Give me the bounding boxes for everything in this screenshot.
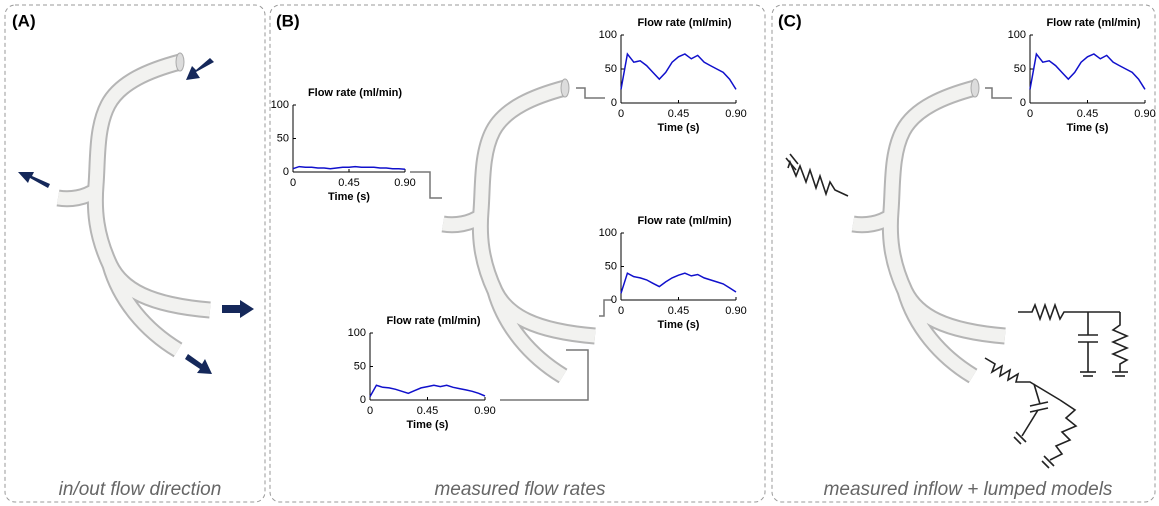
- panel-border: [771, 4, 1156, 503]
- y-tick-label: 0: [360, 394, 366, 406]
- connectors: [410, 87, 1012, 401]
- chart-title: Flow rate (ml/min): [1046, 17, 1140, 29]
- x-tick-label: 0.45: [668, 305, 689, 317]
- x-axis-label: Time (s): [328, 191, 370, 203]
- x-tick-label: 0.90: [725, 305, 746, 317]
- x-axis-label: Time (s): [658, 319, 700, 331]
- y-tick-label: 50: [354, 360, 366, 372]
- vessel: [443, 79, 595, 376]
- flow-curve: [1029, 52, 1146, 90]
- x-tick-label: 0: [618, 108, 624, 120]
- chart-title: Flow rate (ml/min): [386, 315, 480, 327]
- panel-label: (A): [12, 11, 36, 30]
- panel-label: (B): [276, 11, 300, 30]
- flow-curve: [292, 165, 406, 171]
- x-axis-label: Time (s): [1067, 122, 1109, 134]
- caption: measured flow rates: [434, 479, 606, 500]
- x-tick-label: 0.90: [394, 177, 415, 189]
- y-tick-label: 100: [271, 99, 289, 111]
- lumped-models: [785, 153, 1130, 469]
- x-tick-label: 0.90: [474, 405, 495, 417]
- x-tick-label: 0.45: [668, 108, 689, 120]
- x-tick-label: 0.45: [1077, 108, 1098, 120]
- chart-title: Flow rate (ml/min): [308, 87, 402, 99]
- x-tick-label: 0: [618, 305, 624, 317]
- y-tick-label: 100: [1008, 29, 1026, 41]
- x-tick-label: 0.90: [1134, 108, 1155, 120]
- y-tick-label: 50: [605, 63, 617, 75]
- y-tick-label: 50: [605, 260, 617, 272]
- chart-title: Flow rate (ml/min): [637, 17, 731, 29]
- panel-border: [4, 4, 266, 503]
- x-tick-label: 0.90: [725, 108, 746, 120]
- x-axis-label: Time (s): [407, 419, 449, 431]
- x-tick-label: 0: [367, 405, 373, 417]
- x-tick-label: 0.45: [338, 177, 359, 189]
- y-tick-label: 100: [599, 29, 617, 41]
- y-tick-label: 0: [611, 97, 617, 109]
- y-tick-label: 0: [1020, 97, 1026, 109]
- y-tick-label: 0: [283, 166, 289, 178]
- vessel: [58, 53, 210, 350]
- flow-curve: [369, 384, 486, 397]
- flow-curve: [620, 272, 737, 294]
- y-tick-label: 0: [611, 294, 617, 306]
- caption: measured inflow + lumped models: [824, 479, 1113, 500]
- x-tick-label: 0: [290, 177, 296, 189]
- y-tick-label: 100: [599, 227, 617, 239]
- x-tick-label: 0: [1027, 108, 1033, 120]
- panel-border: [269, 4, 766, 503]
- y-tick-label: 100: [348, 327, 366, 339]
- chart-title: Flow rate (ml/min): [637, 215, 731, 227]
- vessel: [853, 79, 1005, 376]
- y-tick-label: 50: [1014, 63, 1026, 75]
- caption: in/out flow direction: [59, 479, 222, 500]
- flow-arrows: [18, 58, 254, 374]
- panel-label: (C): [778, 11, 802, 30]
- x-tick-label: 0.45: [417, 405, 438, 417]
- x-axis-label: Time (s): [658, 122, 700, 134]
- flow-curve: [620, 52, 737, 90]
- y-tick-label: 50: [277, 132, 289, 144]
